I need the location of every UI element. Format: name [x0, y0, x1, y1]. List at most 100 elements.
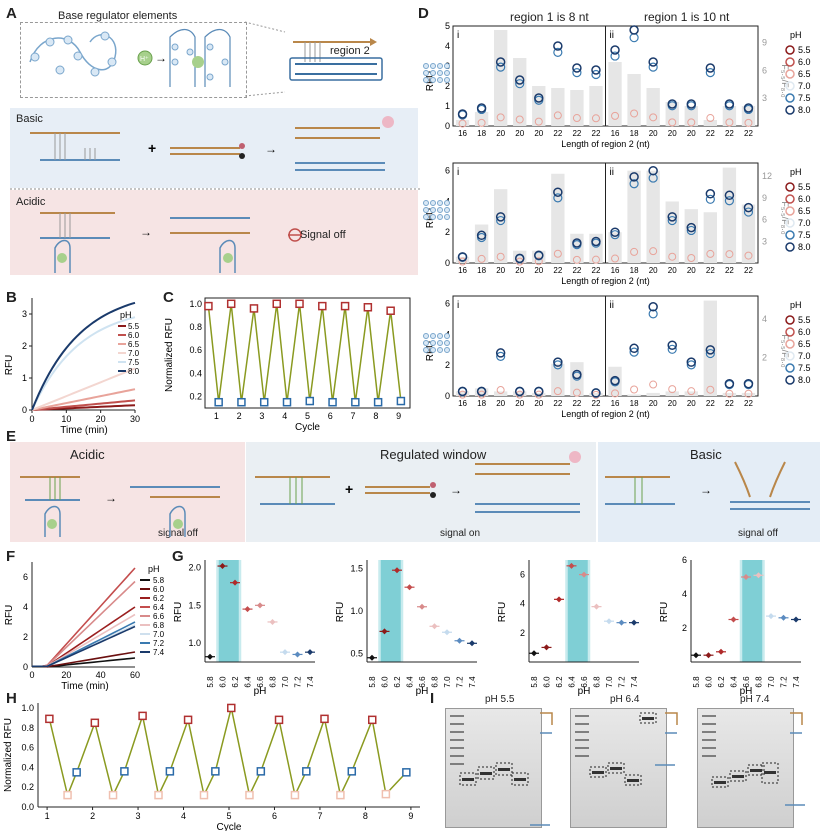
- y-tick-label: 2: [445, 81, 450, 91]
- legend-swatch: [785, 206, 795, 216]
- point-high-ph: [553, 357, 563, 367]
- molecule-icon: [444, 347, 450, 353]
- cycle-point: [245, 790, 254, 800]
- y-axis-title: RFU: [497, 602, 508, 623]
- e-illustration: → + → →: [20, 451, 810, 537]
- y-tick-label: 4: [682, 589, 687, 599]
- x-tick-label: 18: [630, 266, 639, 275]
- panel-label-h: H: [6, 690, 17, 707]
- point-low-ph: [687, 387, 696, 396]
- y-tick-label: 5: [445, 21, 450, 31]
- series-line-6.0: [31, 399, 136, 411]
- y-tick-label: 0: [23, 662, 28, 672]
- high-point: [295, 299, 304, 309]
- roman-i: i: [457, 30, 459, 41]
- roman-ii: ii: [610, 30, 614, 41]
- cycle-point: [274, 715, 284, 725]
- x-tick-label: 6.8: [755, 676, 764, 688]
- x-tick-label: 6.6: [580, 676, 589, 688]
- y-tick-label: 1.0: [188, 638, 201, 648]
- molecule-icon: [437, 70, 443, 76]
- x-axis-title: pH: [254, 686, 267, 697]
- y-tick-label: 0.8: [21, 723, 34, 733]
- d-head-right: region 1 is 10 nt: [644, 10, 730, 24]
- point-high-ph: [686, 357, 697, 367]
- point-high-ph: [534, 386, 544, 397]
- point-low-ph: [458, 119, 467, 128]
- molecule-icon: [444, 207, 450, 213]
- e-signal-off-right: signal off: [738, 528, 778, 539]
- x-axis-title: Length of region 2 (nt): [561, 276, 650, 286]
- data-point: [693, 652, 699, 659]
- x-tick-label: 9: [408, 811, 413, 821]
- point-high-ph: [743, 103, 754, 113]
- e-regulated-label: Regulated window: [380, 447, 487, 462]
- x-tick-label: 6.4: [730, 676, 739, 688]
- legend-swatch: [785, 45, 795, 55]
- roman-i: i: [457, 167, 459, 178]
- x-axis-title: Length of region 2 (nt): [561, 409, 650, 419]
- data-point: [768, 613, 774, 620]
- cycle-point: [302, 767, 311, 776]
- data-point: [456, 637, 463, 644]
- point-low-ph: [687, 253, 696, 262]
- x-tick-label: 18: [630, 129, 639, 138]
- point-high-ph: [686, 222, 697, 233]
- low-point: [259, 397, 269, 407]
- panel-label-a: A: [6, 5, 17, 22]
- cycle-point: [138, 711, 147, 721]
- data-point: [793, 616, 799, 623]
- ratio-bar: [532, 392, 546, 396]
- x-tick-label: 18: [630, 399, 639, 408]
- y2-tick-label: 2: [762, 353, 767, 363]
- data-point: [780, 614, 787, 621]
- ratio-bar: [608, 62, 622, 126]
- cycle-point: [165, 767, 175, 776]
- base-elements-box: [20, 22, 247, 98]
- molecule-icon: [444, 77, 450, 83]
- x-tick-label: 20: [534, 399, 543, 408]
- point-high-ph: [667, 99, 677, 109]
- low-point: [237, 397, 246, 407]
- point-high-ph: [629, 172, 639, 182]
- x-axis-title: Length of region 2 (nt): [561, 139, 650, 149]
- x-tick-label: 20: [687, 266, 696, 275]
- y2-tick-label: 9: [762, 193, 767, 203]
- legend-swatch: [785, 351, 795, 361]
- molecule-icon: [423, 347, 429, 353]
- cycle-point: [90, 718, 100, 728]
- y-tick-label: 0: [445, 121, 450, 131]
- ratio-bar: [722, 167, 737, 263]
- x-tick-label: 16: [611, 129, 620, 138]
- data-point: [219, 563, 226, 570]
- cycle-point: [320, 714, 329, 724]
- ratio-bar: [703, 212, 718, 263]
- point-high-ph: [553, 41, 563, 51]
- legend-label: 5.5: [128, 322, 140, 331]
- point-mid-ph: [591, 69, 601, 80]
- data-point: [282, 649, 288, 656]
- legend-label: 6.5: [798, 339, 811, 349]
- point-high-ph: [534, 250, 544, 261]
- point-high-ph: [457, 109, 468, 119]
- point-high-ph: [572, 369, 582, 380]
- x-tick-label: 7.2: [456, 676, 465, 688]
- gel-2-label: pH 6.4: [610, 694, 640, 705]
- high-point: [226, 299, 236, 309]
- molecule-icon: [423, 207, 429, 213]
- y-tick-label: 1.0: [21, 703, 34, 713]
- ratio-bar: [474, 224, 489, 263]
- ratio-bar: [532, 250, 546, 263]
- cycle-point: [290, 790, 300, 800]
- point-high-ph: [705, 345, 716, 355]
- x-tick-label: 7.2: [780, 676, 789, 688]
- legend-label: 6.5: [798, 69, 811, 79]
- legend-label: 8.0: [798, 375, 811, 385]
- point-mid-ph: [686, 225, 696, 236]
- y-tick-label: 4: [445, 41, 450, 51]
- y-tick-label: 4: [23, 602, 28, 612]
- x-tick-label: 22: [706, 399, 715, 408]
- data-point: [369, 654, 375, 661]
- y2-tick-label: 12: [762, 171, 772, 181]
